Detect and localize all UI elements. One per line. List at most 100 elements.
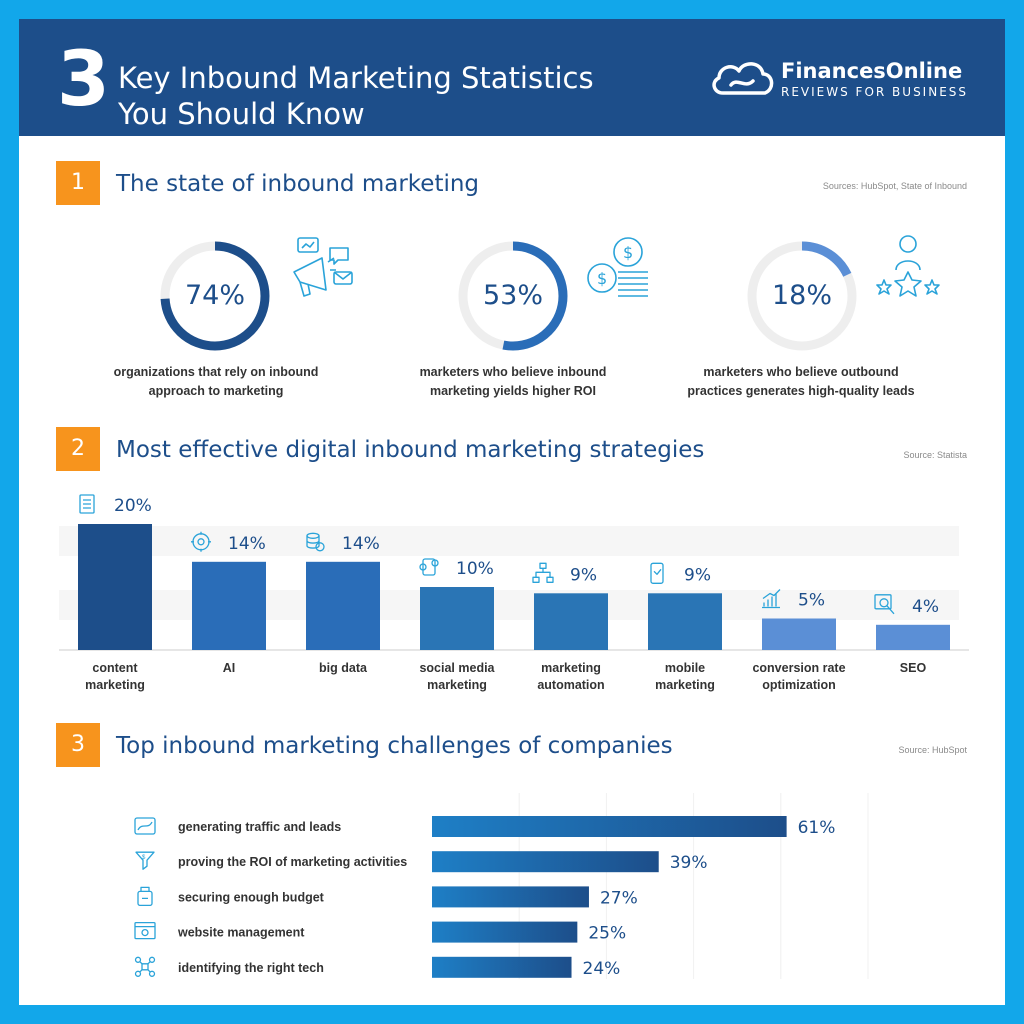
seo-search-icon <box>874 594 895 615</box>
social-media-icon <box>419 558 439 576</box>
challenges-bar-chart: 0%15%30%45%60%75% 61%generating traffic … <box>134 793 869 979</box>
bar-strategy <box>78 524 152 650</box>
bar-value-label: 61% <box>798 818 836 838</box>
mobile-icon <box>650 562 664 584</box>
section-1-badge: 1 <box>56 161 100 205</box>
strategies-bar-chart: 20% content marketing 14% AI 14% big data 10% so… <box>59 494 969 692</box>
bar-challenge <box>432 886 589 908</box>
bar-strategy <box>648 593 722 650</box>
bar-value-label: 20% <box>114 496 152 516</box>
document-icon <box>79 494 95 514</box>
bar-strategy <box>876 624 950 650</box>
category-label: securing enough budget <box>178 890 325 904</box>
bars-group: 61% generating traffic and leads 39% $ provi… <box>134 816 836 979</box>
section-2-source: Source: Statista <box>903 450 967 460</box>
svg-text:$: $ <box>623 243 633 262</box>
category-label: content <box>92 661 138 675</box>
bar-strategy <box>306 561 380 650</box>
stat-description-1: organizations that rely on inbound appro… <box>96 363 336 401</box>
category-label: marketing <box>655 678 715 692</box>
stat-description-2-line-2: marketing yields higher ROI <box>429 384 596 398</box>
donut-higher-roi <box>458 241 568 351</box>
category-label: marketing <box>541 661 601 675</box>
bars-group: 20% content marketing 14% AI 14% big data 10% so… <box>78 494 950 692</box>
section-2-title: Most effective digital inbound marketing… <box>116 437 705 463</box>
header-number: 3 <box>57 34 110 123</box>
bar-value-label: 24% <box>583 959 621 979</box>
logo-tagline: REVIEWS FOR BUSINESS <box>781 85 969 99</box>
bar-value-label: 14% <box>228 534 266 554</box>
cloud-logo-icon <box>712 62 774 95</box>
category-label: optimization <box>762 678 836 692</box>
bar-value-label: 14% <box>342 534 380 554</box>
bar-strategy <box>420 587 494 650</box>
category-label: proving the ROI of marketing activities <box>178 855 407 869</box>
bar-challenge <box>432 956 572 978</box>
brain-gear-icon <box>191 531 211 552</box>
category-label: social media <box>419 661 495 675</box>
bar-value-label: 5% <box>798 591 825 611</box>
bar-value-label: 9% <box>684 565 711 585</box>
category-label: automation <box>537 678 604 692</box>
stat-description-3-line-2: practices generates high-quality leads <box>687 384 915 398</box>
logo-name: FinancesOnline <box>781 59 963 83</box>
bar-challenge <box>432 851 659 873</box>
growth-chart-icon <box>762 589 781 609</box>
header: 3 Key Inbound Marketing Statistics You S… <box>19 19 1005 136</box>
finances-online-logo: FinancesOnline REVIEWS FOR BUSINESS <box>709 55 979 105</box>
stat-description-3-line-1: marketers who believe outbound <box>703 365 899 379</box>
stat-value-53: 53% <box>482 280 543 311</box>
database-gear-icon <box>306 532 325 552</box>
coins-icon: $ $ <box>587 237 648 297</box>
category-label: AI <box>223 661 236 675</box>
infographic-card: 3 Key Inbound Marketing Statistics You S… <box>19 19 1005 1005</box>
section-3-title: Top inbound marketing challenges of comp… <box>116 733 673 759</box>
category-label: marketing <box>85 678 145 692</box>
section-1-source: Sources: HubSpot, State of Inbound <box>822 181 967 191</box>
section-3-badge: 3 <box>56 723 100 767</box>
roi-funnel-icon: $ <box>135 851 155 870</box>
category-label: conversion rate <box>752 661 845 675</box>
bar-value-label: 27% <box>600 888 638 908</box>
header-title-line-1: Key Inbound Marketing Statistics <box>118 61 594 95</box>
category-label: marketing <box>427 678 487 692</box>
budget-icon <box>137 886 153 907</box>
bar-strategy <box>192 561 266 650</box>
stat-description-2: marketers who believe inbound marketing … <box>393 363 633 401</box>
stat-description-1-line-1: organizations that rely on inbound <box>113 365 319 379</box>
category-label: generating traffic and leads <box>178 820 341 834</box>
stat-value-18: 18% <box>771 280 832 311</box>
category-label: identifying the right tech <box>178 961 324 975</box>
category-label: SEO <box>900 661 927 675</box>
header-title-line-2: You Should Know <box>118 97 365 131</box>
bar-strategy <box>534 593 608 650</box>
bar-value-label: 10% <box>456 559 494 579</box>
category-label: big data <box>319 661 368 675</box>
bar-value-label: 9% <box>570 565 597 585</box>
traffic-icon <box>134 817 156 835</box>
category-label: mobile <box>665 661 705 675</box>
section-1-title: The state of inbound marketing <box>116 171 480 197</box>
section-3-source: Source: HubSpot <box>898 745 967 755</box>
donut-organizations-inbound <box>160 241 270 351</box>
section-2-badge: 2 <box>56 427 100 471</box>
stat-description-1-line-2: approach to marketing <box>148 384 284 398</box>
bar-strategy <box>762 618 836 650</box>
megaphone-icon <box>293 237 353 297</box>
website-gear-icon <box>134 921 156 940</box>
bar-challenge <box>432 921 578 943</box>
svg-text:$: $ <box>142 855 146 861</box>
bar-value-label: 25% <box>588 924 626 944</box>
chart-band <box>59 526 959 556</box>
category-label: website management <box>177 926 305 940</box>
donut-outbound-leads <box>747 241 857 351</box>
bar-value-label: 39% <box>670 853 708 873</box>
svg-text:$: $ <box>597 269 607 288</box>
stat-description-2-line-1: marketers who believe inbound <box>419 365 607 379</box>
tech-network-icon <box>134 956 156 977</box>
stat-description-3: marketers who believe outbound practices… <box>681 363 921 401</box>
bar-value-label: 4% <box>912 597 939 617</box>
stat-value-74: 74% <box>184 280 245 311</box>
workflow-icon <box>532 562 554 583</box>
bar-challenge <box>432 816 787 837</box>
